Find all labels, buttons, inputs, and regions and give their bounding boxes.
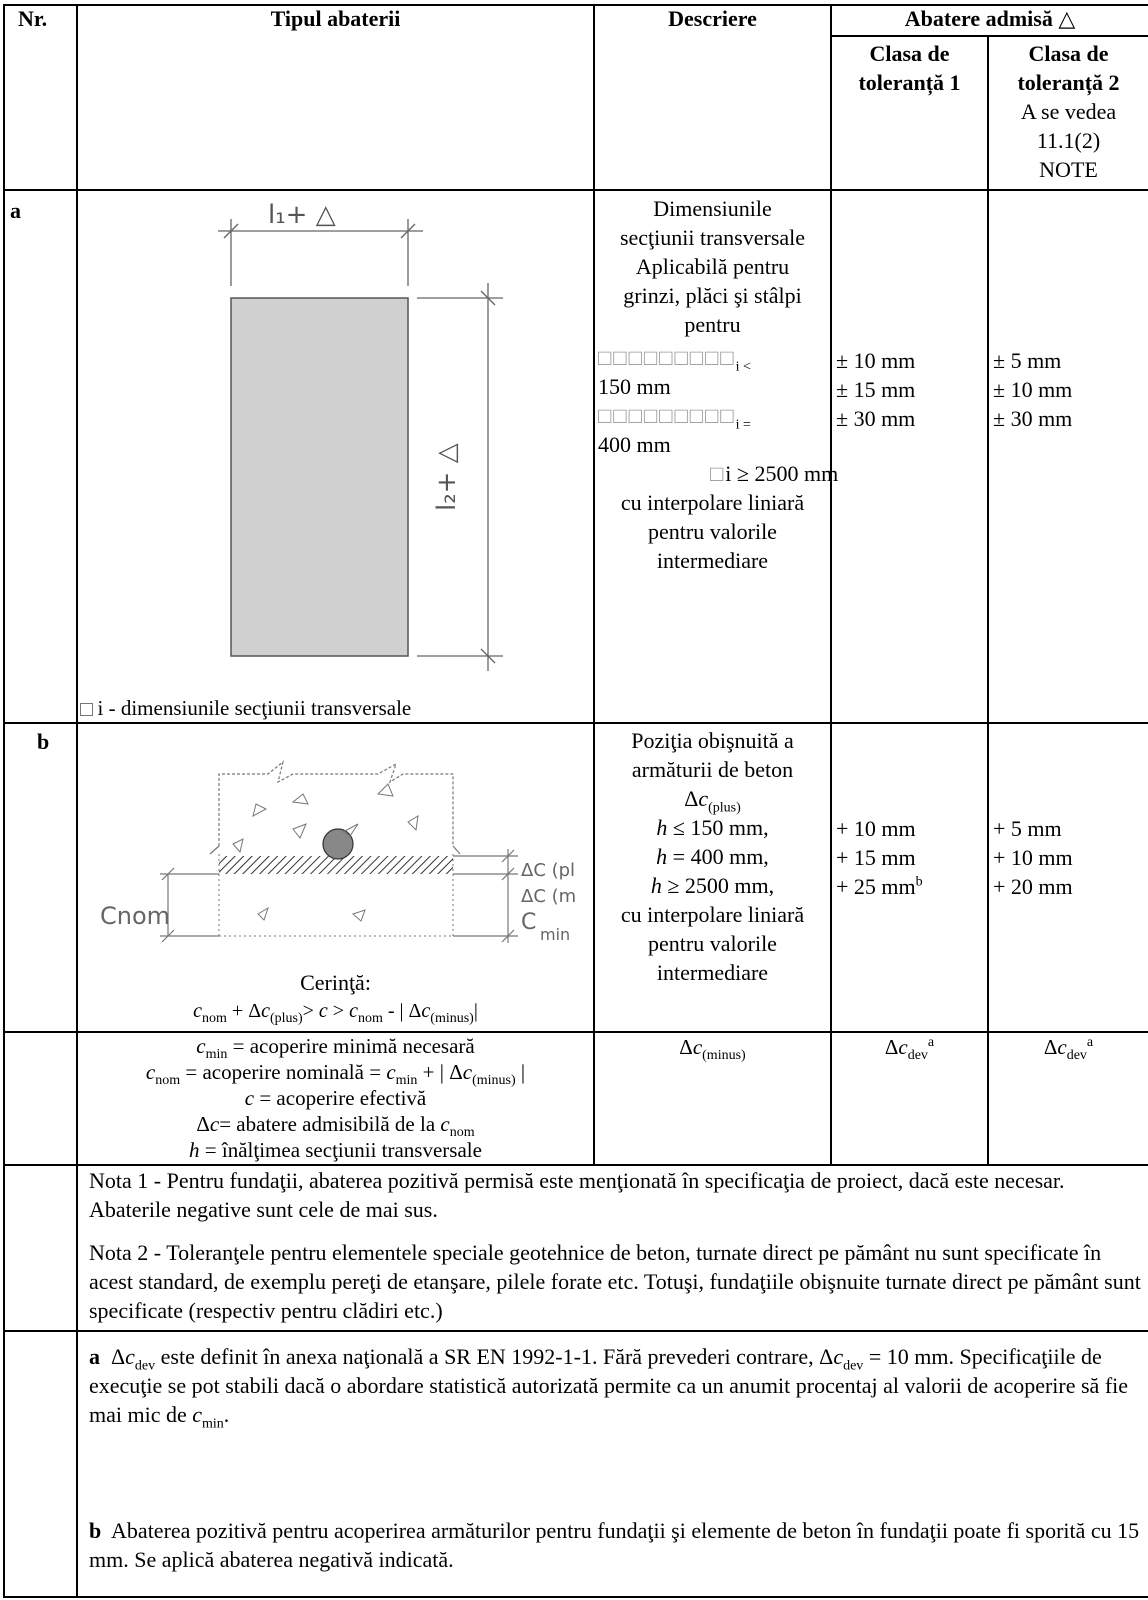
row-c-c1: Δcdeva [884, 1035, 935, 1064]
row-a-c2-2: ± 10 mm [993, 377, 1073, 402]
row-a-c2-3: ± 30 mm [993, 406, 1073, 431]
row-b-desc-dcplus: Δc(plus) [684, 786, 741, 816]
row-a-desc-v2: □□□□□□□□□i = [598, 403, 751, 433]
row-b-desc-h1: h ≤ 150 mm, [656, 815, 769, 840]
row-b-cerinta: Cerinţă: [300, 970, 371, 995]
row-c-c2: Δcdeva [1043, 1035, 1094, 1064]
row-b-c1-2: + 15 mm [836, 845, 916, 870]
row-b-c2-1: + 5 mm [993, 816, 1062, 841]
row-b-desc-1: Poziţia obişnuită a [631, 728, 794, 753]
row-b-nr: b [37, 729, 50, 754]
def-dc: Δc= abatere admisibilă de la cnom [196, 1112, 475, 1141]
fig-cmin-label: C [521, 910, 536, 935]
header-clasa2-note1: A se vedea [1020, 99, 1117, 124]
row-a-nr: a [10, 198, 21, 223]
row-a-desc-end-2: pentru valorile [648, 519, 777, 544]
header-clasa2-note2: 11.1(2) [1036, 128, 1101, 153]
row-a-desc-end-1: cu interpolare liniară [620, 490, 805, 515]
row-a-c1-3: ± 30 mm [836, 406, 916, 431]
nota-1: Nota 1 - Pentru fundaţii, abaterea pozit… [89, 1168, 1065, 1222]
row-a-desc-2: secţiunii transversale [619, 225, 806, 250]
row-a-c2-1: ± 5 mm [993, 348, 1062, 373]
row-a-desc-v1: □□□□□□□□□i < [598, 345, 751, 375]
row-a-c1-1: ± 10 mm [836, 348, 916, 373]
nota-2: Nota 2 - Toleranţele pentru elementele s… [89, 1240, 1141, 1323]
def-cmin: cmin = acoperire minimă necesară [196, 1034, 475, 1063]
header-tip: Tipul abaterii [270, 6, 401, 31]
row-b-desc-end-3: intermediare [656, 960, 769, 985]
header-clasa2-l2: toleranță 2 [1017, 70, 1120, 95]
def-cnom: cnom = acoperire nominală = cmin + | Δc(… [145, 1060, 526, 1089]
header-clasa1-l1: Clasa de [869, 41, 950, 66]
row-b-desc-end-1: cu interpolare liniară [620, 902, 805, 927]
dim-label-top: l₁+ △ [268, 200, 336, 230]
header-nr: Nr. [18, 6, 48, 31]
row-a-desc-5: pentru [684, 312, 741, 337]
dim-label-side: l₂+ △ [432, 443, 462, 511]
row-a-desc-3: Aplicabilă pentru [635, 254, 790, 279]
row-b-desc-h3: h ≥ 2500 mm, [650, 873, 775, 898]
row-b-c2-3: + 20 mm [993, 874, 1073, 899]
header-descriere: Descriere [668, 6, 757, 31]
fig-cnom-label: Cnom [100, 902, 170, 930]
row-a-desc-1: Dimensiunile [653, 196, 772, 221]
row-a-c1-2: ± 15 mm [836, 377, 916, 402]
fig-dc-plus-label: ΔC (pl [521, 860, 575, 881]
row-a-caption: i - dimensiunile secţiunii transversale [80, 694, 411, 723]
row-c-desc: Δc(minus) [679, 1035, 746, 1064]
footnote-b: b Abaterea pozitivă pentru acoperirea ar… [89, 1518, 1140, 1572]
def-c: c = acoperire efectivă [244, 1086, 427, 1110]
footnote-a: a Δcdev este definit în anexa naţională … [89, 1344, 1129, 1432]
header-abatere: Abatere admisă △ [904, 6, 1076, 31]
row-b-desc-end-2: pentru valorile [648, 931, 777, 956]
row-a-desc-v2b: 400 mm [598, 432, 671, 457]
row-a-desc-v3: □i ≥ 2500 mm [710, 461, 839, 486]
row-a-desc-4: grinzi, plăci şi stâlpi [623, 283, 802, 308]
header-clasa1-l2: toleranță 1 [858, 70, 961, 95]
row-b-c1-3: + 25 mmb [836, 874, 923, 899]
cover-figure: Cnom ΔC (pl ΔC (m C min [100, 760, 576, 944]
fig-dc-minus-label: ΔC (m [521, 886, 576, 907]
fig-cmin-sub: min [540, 925, 570, 944]
def-h: h = înălţimea secţiunii transversale [189, 1138, 482, 1162]
row-b-desc-2: armăturii de beton [631, 757, 794, 782]
header-clasa2-note3: NOTE [1039, 157, 1098, 182]
row-b-c1-1: + 10 mm [836, 816, 916, 841]
row-b-formula: cnom + Δc(plus)> c > cnom - | Δc(minus)| [193, 1000, 478, 1026]
row-b-desc-h2: h = 400 mm, [656, 844, 769, 869]
cross-section-figure: l₁+ △ l₂+ △ [218, 200, 503, 671]
row-a-desc-v1b: 150 mm [598, 374, 671, 399]
header-clasa2-l1: Clasa de [1028, 41, 1109, 66]
row-b-c2-2: + 10 mm [993, 845, 1073, 870]
row-a-desc-end-3: intermediare [656, 548, 769, 573]
